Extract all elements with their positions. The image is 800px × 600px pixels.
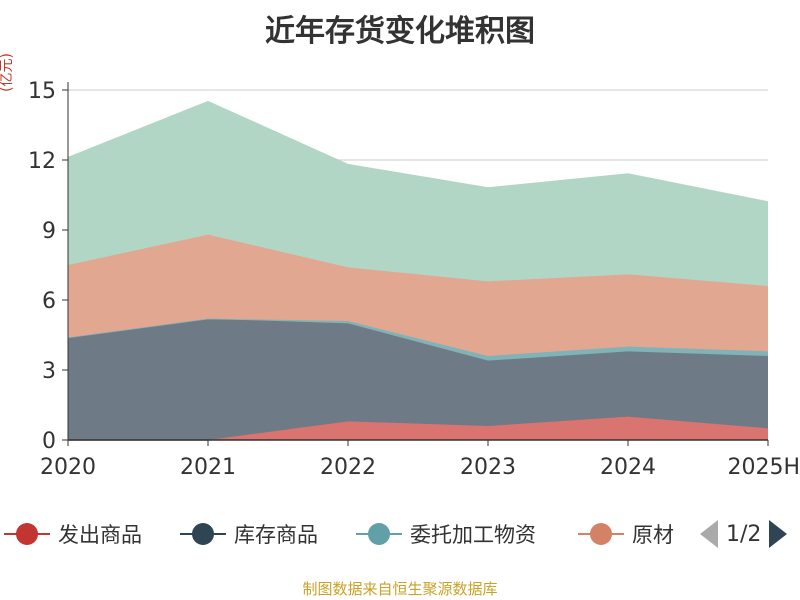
area-series-3 xyxy=(68,234,768,356)
legend-marker-icon xyxy=(4,522,50,546)
legend: 发出商品 库存商品 委托加工物资 原材 xyxy=(0,516,800,552)
prev-page-icon[interactable] xyxy=(700,520,718,548)
legend-marker-icon xyxy=(578,522,624,546)
y-tick-label: 12 xyxy=(28,149,56,174)
legend-label: 委托加工物资 xyxy=(410,523,536,547)
area-series-0 xyxy=(68,416,768,440)
y-tick-label: 0 xyxy=(42,429,56,454)
legend-marker-icon xyxy=(356,522,402,546)
y-tick-label: 15 xyxy=(28,79,56,104)
legend-label: 原材 xyxy=(632,523,674,547)
y-tick-label: 9 xyxy=(42,219,56,244)
series-line-4 xyxy=(67,100,769,203)
legend-label: 库存商品 xyxy=(234,523,318,547)
legend-item-consigned-processing[interactable]: 委托加工物资 xyxy=(356,516,536,552)
area-series-2 xyxy=(68,318,768,361)
legend-item-shipped-goods[interactable]: 发出商品 xyxy=(4,516,142,552)
x-tick-label: 2025H xyxy=(727,455,800,480)
legend-marker-icon xyxy=(180,522,226,546)
x-tick-label: 2024 xyxy=(600,455,656,480)
legend-page-indicator: 1/2 xyxy=(726,521,762,547)
next-page-icon[interactable] xyxy=(769,520,788,548)
y-tick-label: 3 xyxy=(42,359,56,384)
area-series-1 xyxy=(68,318,768,440)
data-source-note: 制图数据来自恒生聚源数据库 xyxy=(302,580,498,598)
x-tick-label: 2022 xyxy=(320,455,376,480)
x-tick-label: 2020 xyxy=(40,455,96,480)
legend-pager: 1/2 xyxy=(700,516,788,552)
legend-item-raw-materials[interactable]: 原材 xyxy=(578,516,674,552)
chart-title: 近年存货变化堆积图 xyxy=(265,14,535,49)
legend-item-inventory-goods[interactable]: 库存商品 xyxy=(180,516,318,552)
area-series-4 xyxy=(68,101,768,287)
x-tick-label: 2021 xyxy=(180,455,236,480)
y-tick-label: 6 xyxy=(42,289,56,314)
legend-label: 发出商品 xyxy=(58,523,142,547)
x-tick-label: 2023 xyxy=(460,455,516,480)
